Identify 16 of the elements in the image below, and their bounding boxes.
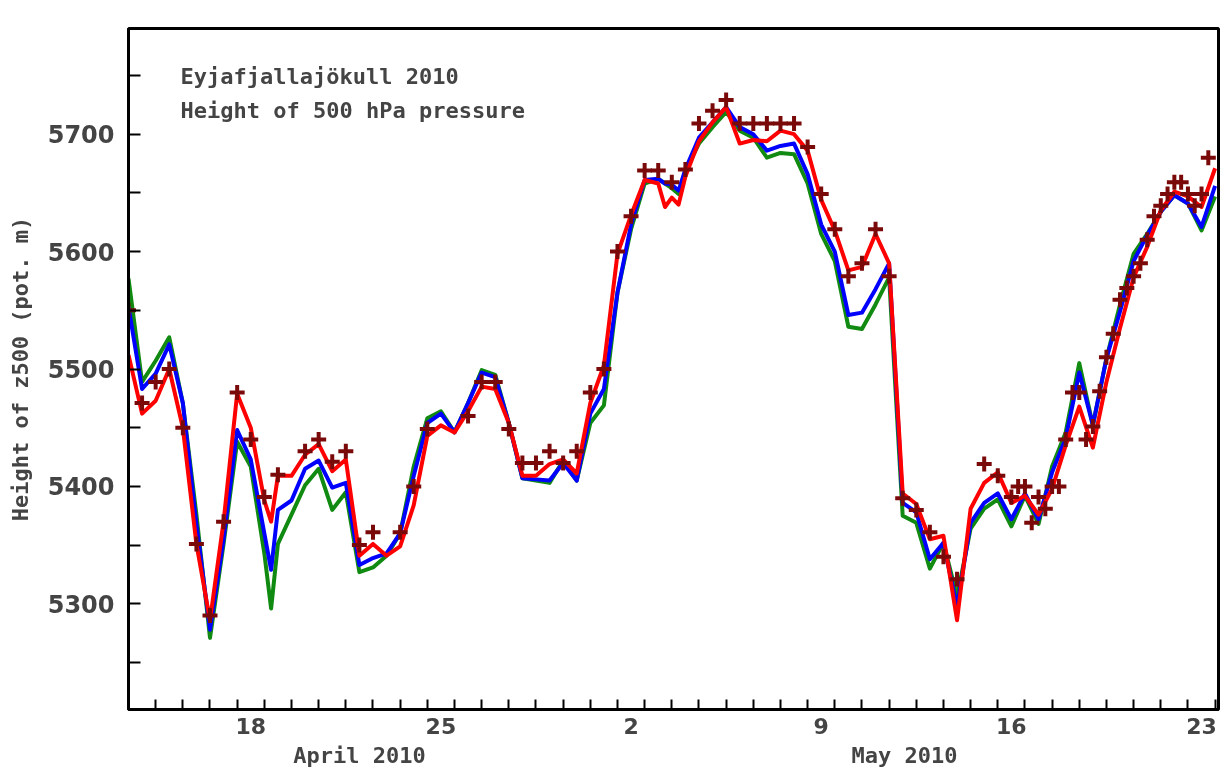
x-tick-label: 9 [813,713,829,739]
y-tick-label: 5400 [47,473,115,502]
text: Eyjafjallajökull 2010 [180,63,459,89]
x-tick-label: 2 [623,713,639,739]
text: May 2010 [851,742,958,768]
text: April 2010 [293,742,426,768]
x-tick-label: 25 [425,713,457,739]
y-tick-label: 5500 [47,356,115,384]
y-tick-label: 5300 [47,590,115,619]
x-tick-label: 18 [235,713,267,739]
x-tick-label: 23 [1186,713,1217,739]
x-tick-label: 16 [996,713,1027,739]
y-tick-label: 5700 [47,121,115,150]
text: Height of 500 hPa pressure [180,97,525,123]
y-tick-label: 5600 [47,238,115,267]
y-axis-title: Height of z500 (pot. m) [7,216,33,522]
